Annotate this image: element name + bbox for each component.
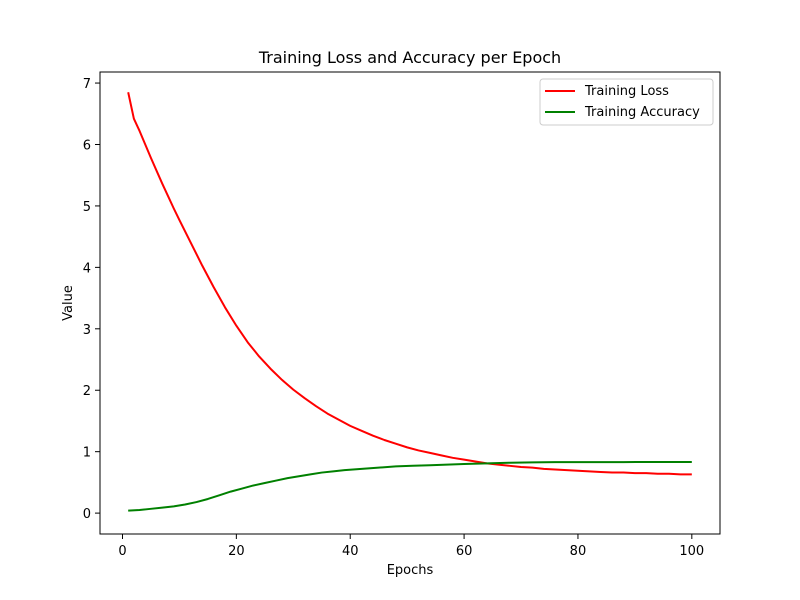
series-line-training-loss — [127, 92, 692, 476]
x-axis: 0 20 40 60 80 100 — [118, 534, 704, 559]
series-line-training-accuracy — [128, 460, 692, 512]
y-tick-label: 3 — [83, 323, 91, 338]
x-tick-label: 20 — [228, 544, 245, 559]
x-tick-label: 0 — [118, 544, 126, 559]
plot-frame — [99, 71, 721, 535]
y-axis: 0 1 2 3 4 5 6 7 — [83, 77, 100, 522]
legend-label-training-loss: Training Loss — [584, 84, 669, 99]
y-tick-label: 2 — [83, 384, 91, 399]
x-axis-label: Epochs — [387, 563, 434, 578]
x-tick-label: 80 — [570, 544, 587, 559]
y-tick-label: 0 — [83, 507, 91, 522]
y-tick-label: 6 — [83, 138, 91, 153]
legend-box — [539, 78, 714, 126]
legend-label-training-accuracy: Training Accuracy — [584, 105, 700, 120]
chart-title: Training Loss and Accuracy per Epoch — [258, 48, 561, 67]
legend: Training Loss Training Accuracy — [539, 78, 714, 126]
y-tick-label: 4 — [83, 261, 91, 276]
y-axis-label: Value — [61, 285, 76, 321]
x-tick-label: 60 — [456, 544, 473, 559]
series-layer — [127, 92, 692, 512]
y-tick-label: 1 — [83, 446, 91, 461]
y-tick-label: 7 — [83, 77, 91, 92]
x-tick-label: 100 — [679, 544, 704, 559]
x-tick-label: 40 — [342, 544, 359, 559]
y-tick-label: 5 — [83, 200, 91, 215]
